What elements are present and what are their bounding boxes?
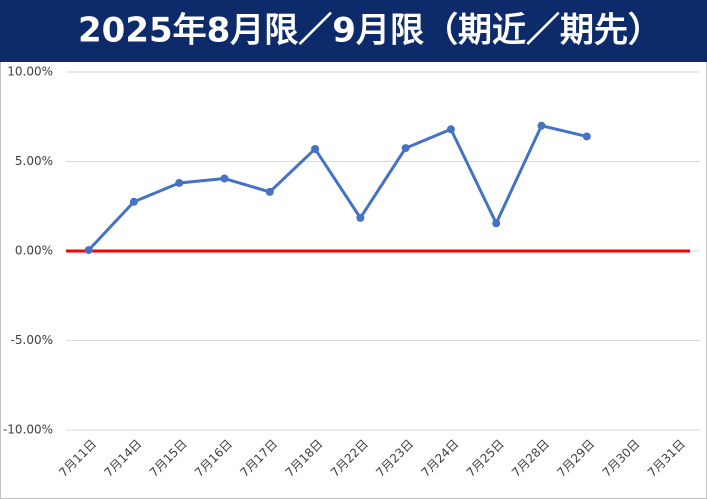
data-point: [401, 144, 410, 153]
data-point: [220, 174, 229, 183]
data-point: [537, 121, 546, 130]
data-point: [446, 125, 455, 134]
y-tick-label: -5.00%: [11, 333, 53, 347]
data-point: [84, 246, 93, 255]
data-point: [129, 197, 138, 206]
y-tick-label: 0.00%: [15, 244, 53, 258]
data-point: [582, 132, 591, 141]
y-tick-label: -10.00%: [3, 423, 53, 437]
y-tick-label: 5.00%: [15, 154, 53, 168]
series-line: [87, 124, 588, 252]
title-band: [0, 0, 707, 62]
data-point: [265, 187, 274, 196]
data-point: [175, 178, 184, 187]
data-point: [356, 213, 365, 222]
data-point: [492, 219, 501, 228]
data-point: [311, 144, 320, 153]
y-tick-label: 10.00%: [7, 65, 53, 79]
chart-title: 2025年8月限／9月限（期近／期先）: [78, 11, 662, 51]
